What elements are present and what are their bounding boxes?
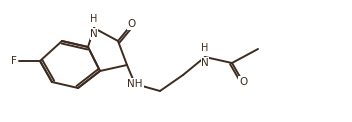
- Text: H: H: [90, 14, 98, 24]
- Text: NH: NH: [127, 79, 143, 89]
- Text: O: O: [239, 77, 247, 87]
- Text: N: N: [90, 29, 98, 39]
- Text: H: H: [201, 43, 209, 53]
- Text: O: O: [128, 19, 136, 29]
- Text: F: F: [11, 56, 17, 66]
- Text: N: N: [201, 58, 209, 68]
